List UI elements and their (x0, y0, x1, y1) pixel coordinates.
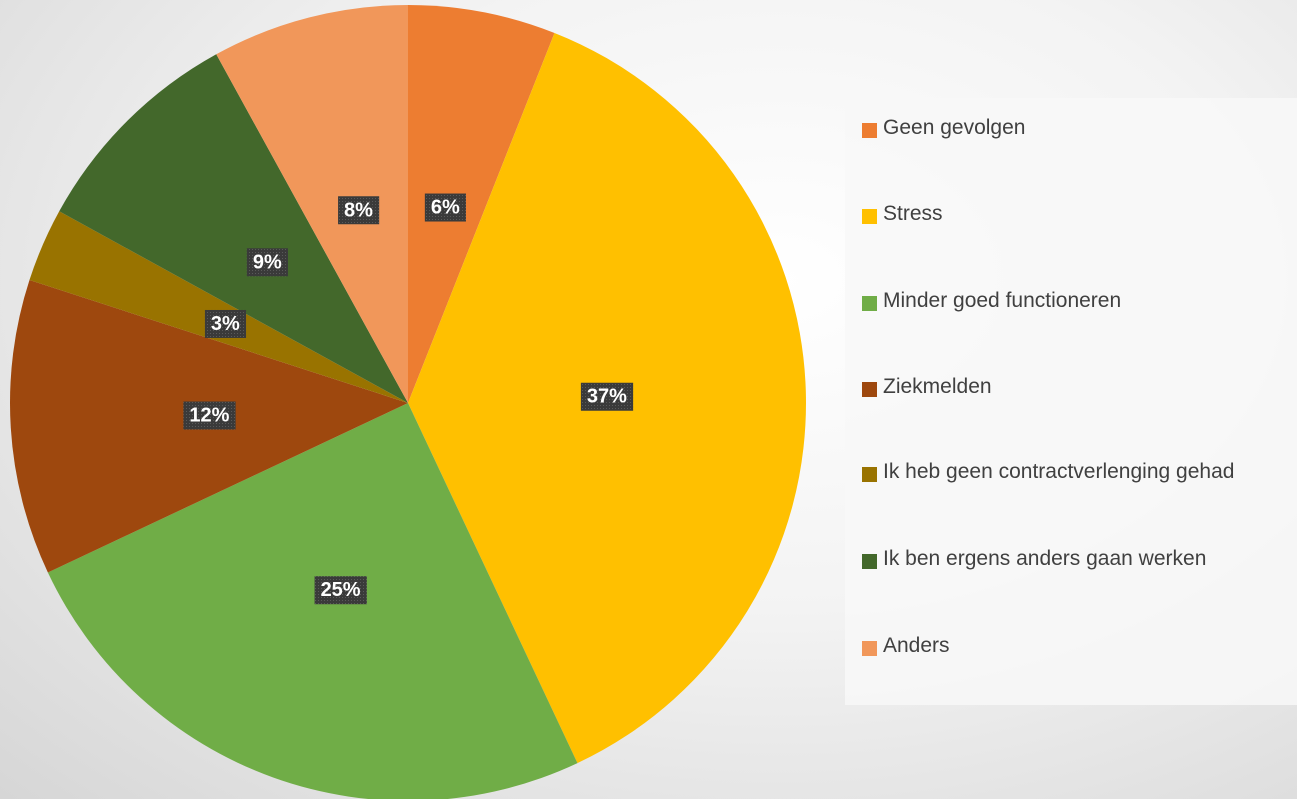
data-label: 6% (431, 197, 460, 219)
legend-label: Stress (883, 202, 943, 225)
legend-swatch (862, 382, 877, 397)
legend-item: Geen gevolgen (862, 116, 1292, 146)
pie-slice (59, 54, 408, 403)
data-label: 25% (321, 579, 361, 601)
data-label: 8% (344, 199, 373, 221)
legend-swatch (862, 209, 877, 224)
legend-item: Stress (862, 202, 1292, 232)
data-label-box (246, 248, 288, 277)
data-label-box (183, 401, 236, 430)
data-label: 9% (253, 251, 282, 273)
legend-label: Ik ben ergens anders gaan werken (883, 547, 1207, 570)
legend-swatch (862, 467, 877, 482)
legend-item: Ik heb geen contractverlenging gehad (862, 460, 1292, 490)
legend-label: Anders (883, 634, 950, 657)
chart: 6% 37% 25% 12% 3% 9% 8% (9, 5, 806, 799)
pie-slice (216, 5, 408, 403)
legend-item: Ik ben ergens anders gaan werken (862, 547, 1292, 577)
data-label: 37% (587, 386, 627, 408)
legend-label: Geen gevolgen (883, 116, 1026, 139)
pie-slice (47, 403, 578, 799)
pie-slice (408, 5, 555, 403)
legend-label: Ziekmelden (883, 375, 992, 398)
data-label-box (204, 309, 247, 338)
legend-item: Minder goed functioneren (862, 289, 1292, 319)
data-label: 3% (211, 313, 240, 335)
legend-swatch (862, 123, 877, 138)
legend-label: Minder goed functioneren (883, 289, 1122, 312)
legend-swatch (862, 554, 877, 569)
legend-swatch (862, 641, 877, 656)
data-label-box (424, 193, 466, 222)
data-label-box (580, 382, 634, 411)
data-label-box (314, 576, 367, 605)
legend-item: Ziekmelden (862, 375, 1292, 405)
pie-slice (29, 211, 409, 403)
legend-label: Ik heb geen contractverlenging gehad (883, 460, 1235, 483)
data-label-box (338, 196, 380, 225)
data-label: 12% (189, 404, 229, 426)
legend-swatch (862, 296, 877, 311)
legend: Geen gevolgen Stress Minder goed functione… (845, 98, 1297, 705)
legend-item: Anders (862, 634, 1292, 664)
